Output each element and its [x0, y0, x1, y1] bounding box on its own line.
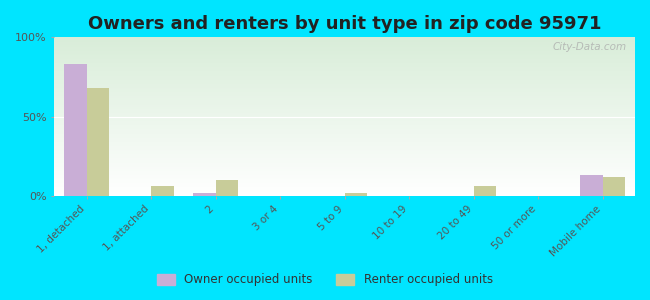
- Bar: [474, 186, 496, 196]
- Bar: [64, 64, 86, 196]
- Bar: [193, 193, 216, 196]
- Bar: [344, 193, 367, 196]
- Text: City-Data.com: City-Data.com: [552, 42, 627, 52]
- Title: Owners and renters by unit type in zip code 95971: Owners and renters by unit type in zip c…: [88, 15, 601, 33]
- Bar: [151, 186, 174, 196]
- Bar: [603, 177, 625, 196]
- Bar: [216, 180, 238, 196]
- Legend: Owner occupied units, Renter occupied units: Owner occupied units, Renter occupied un…: [153, 269, 497, 291]
- Bar: [580, 175, 603, 196]
- Bar: [86, 88, 109, 196]
